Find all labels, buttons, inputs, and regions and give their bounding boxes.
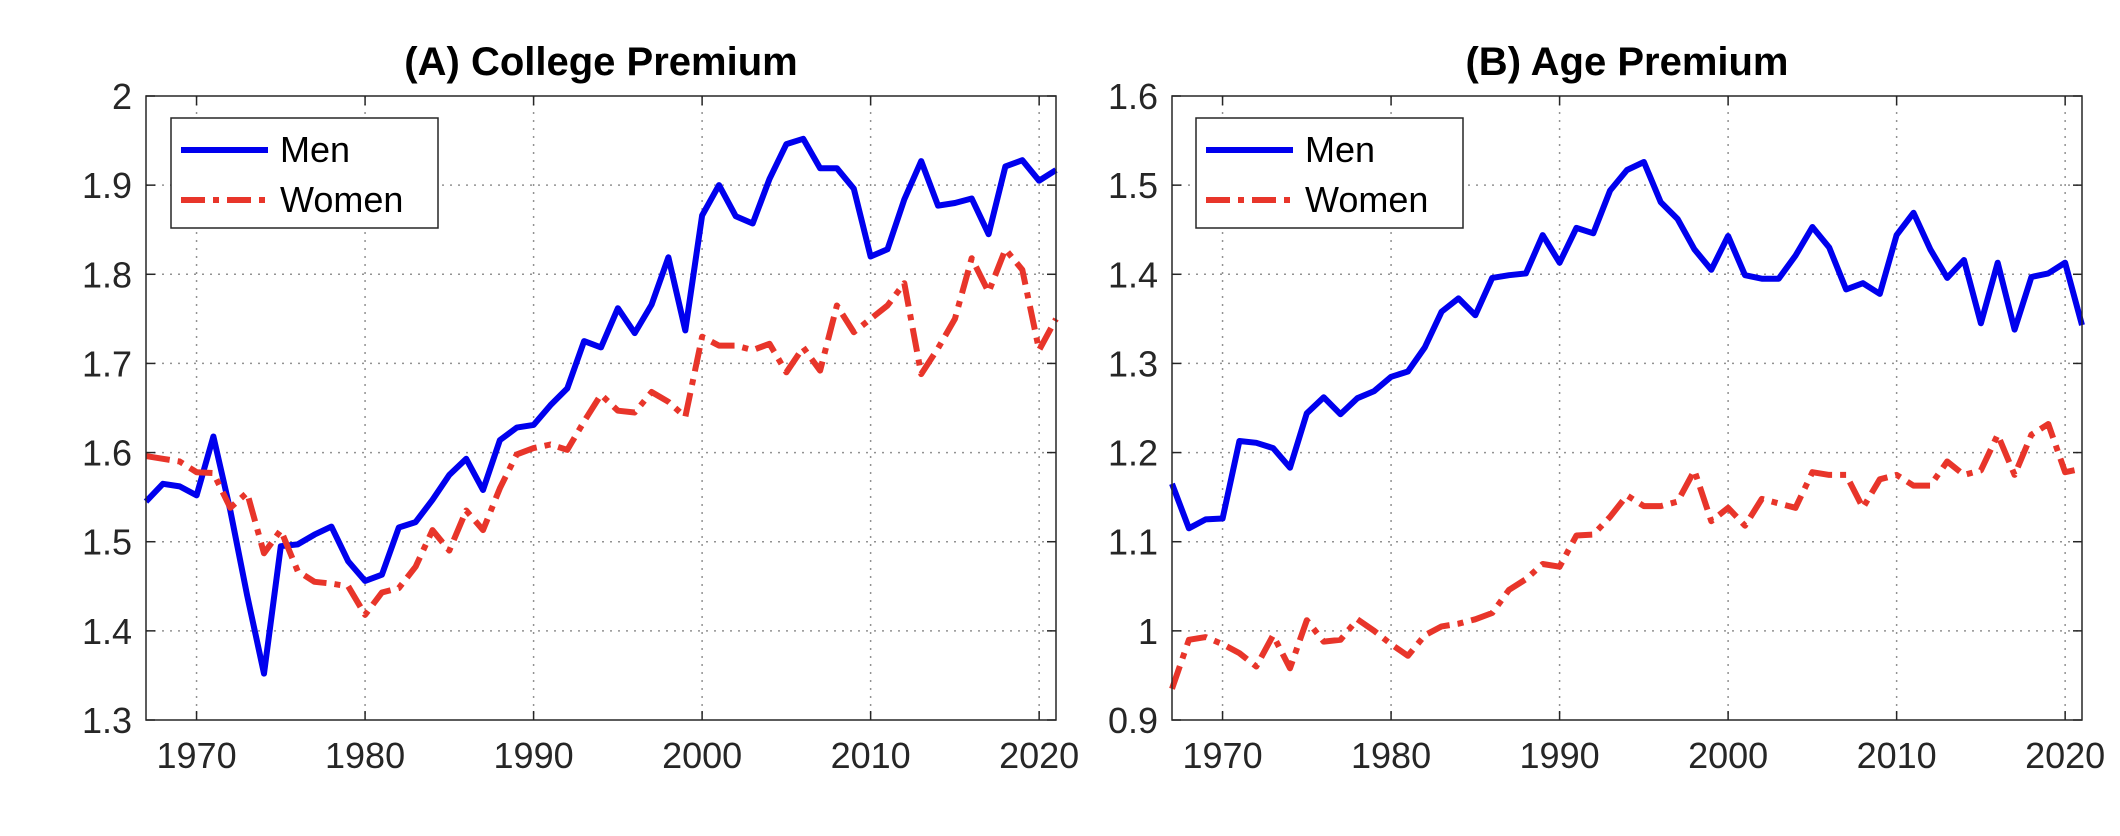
x-tick-label: 1990	[494, 735, 574, 776]
panel-age-premium: (B) Age Premium 1970 1980 1990 2000 2010 2020…	[1108, 40, 2105, 776]
series-line-men	[1169, 159, 2085, 532]
y-tick-label: 1.3	[82, 700, 132, 741]
legend: Men Women	[170, 117, 439, 229]
plot-area	[145, 95, 1057, 721]
y-tick-label: 1	[1138, 611, 1158, 652]
legend-women-label: Women	[280, 179, 403, 220]
x-tick-label: 2000	[1688, 735, 1768, 776]
series-line-women	[145, 246, 1059, 618]
series-line-men	[143, 135, 1058, 677]
x-tick-label: 1980	[1351, 735, 1431, 776]
panel-college-premium: (A) College Premium 1970 1980 1990 2000 2010…	[82, 40, 1079, 776]
y-tick-label: 0.9	[1108, 700, 1158, 741]
x-tick-label: 1970	[157, 735, 237, 776]
y-tick-label: 1.9	[82, 165, 132, 206]
series-line-women	[1169, 421, 2083, 690]
legend-box	[170, 117, 439, 229]
legend-men-label: Men	[280, 129, 350, 170]
y-tick-label: 1.8	[82, 254, 132, 295]
y-tick-label: 1.7	[82, 343, 132, 384]
x-tick-label: 1980	[325, 735, 405, 776]
y-tick-label: 1.3	[1108, 343, 1158, 384]
legend-box	[1195, 117, 1464, 229]
plot-area	[1171, 95, 2083, 721]
x-tick-label: 2020	[2025, 735, 2105, 776]
x-tick-label: 2020	[999, 735, 1079, 776]
x-tick-label: 2010	[1857, 735, 1937, 776]
x-tick-label: 2010	[831, 735, 911, 776]
y-tick-label: 1.2	[1108, 433, 1158, 474]
y-tick-label: 2	[112, 76, 132, 117]
x-tick-label: 2000	[662, 735, 742, 776]
y-tick-label: 1.1	[1108, 522, 1158, 563]
legend-men-label: Men	[1305, 129, 1375, 170]
y-tick-label: 1.4	[1108, 254, 1158, 295]
chart-title: (A) College Premium	[404, 40, 797, 84]
y-tick-label: 1.6	[82, 433, 132, 474]
x-tick-label: 1970	[1183, 735, 1263, 776]
y-tick-label: 1.5	[1108, 165, 1158, 206]
y-tick-label: 1.4	[82, 611, 132, 652]
legend-women-label: Women	[1305, 179, 1428, 220]
chart-title: (B) Age Premium	[1465, 40, 1788, 84]
y-tick-label: 1.6	[1108, 76, 1158, 117]
y-tick-label: 1.5	[82, 522, 132, 563]
legend: Men Women	[1195, 117, 1464, 229]
x-tick-label: 1990	[1520, 735, 1600, 776]
